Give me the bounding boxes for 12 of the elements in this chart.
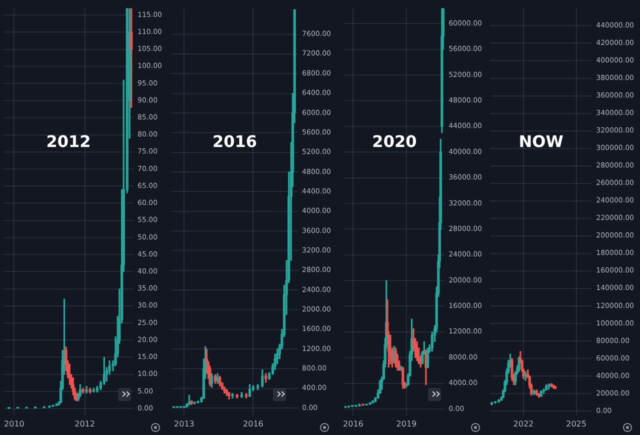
x-tick-label: 2016 — [243, 419, 264, 428]
x-tick-label: 2010 — [4, 419, 24, 428]
text: 2020 — [372, 132, 417, 152]
x-tick-label: 2012 — [74, 419, 95, 428]
text: 2012 — [46, 132, 91, 152]
x-tick-label: 2025 — [566, 419, 586, 428]
x-tick-label: 2013 — [174, 419, 194, 428]
x-tick-label: 2019 — [396, 419, 417, 428]
x-tick-label: 2016 — [343, 419, 364, 428]
text: 2016 — [212, 132, 258, 152]
text: NOW — [518, 132, 564, 152]
x-tick-label: 2022 — [513, 419, 534, 428]
